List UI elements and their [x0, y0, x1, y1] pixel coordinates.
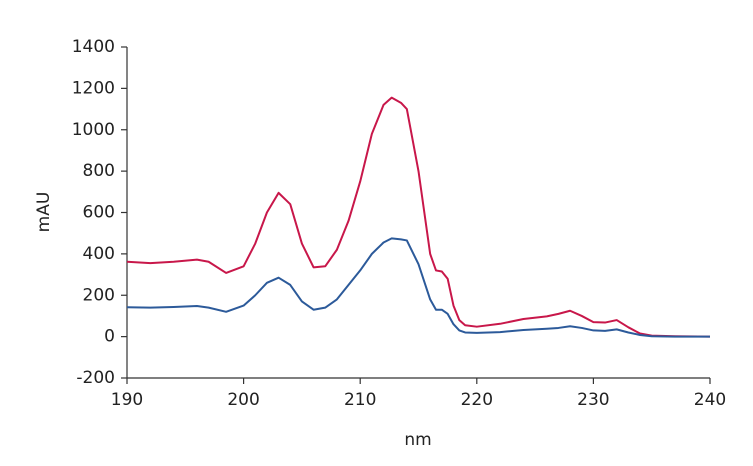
y-tick-label: 200 — [83, 285, 115, 305]
x-tick-label: 240 — [694, 390, 726, 410]
y-tick-label: 1400 — [72, 37, 115, 57]
x-tick-label: 210 — [344, 390, 376, 410]
series-line — [126, 96, 711, 338]
x-tick-label: 230 — [577, 390, 609, 410]
x-tick-label: 190 — [111, 390, 143, 410]
x-axis-label: nm — [404, 430, 431, 450]
y-tick-label: 0 — [104, 327, 115, 347]
y-tick-label: -200 — [76, 368, 115, 388]
x-tick-label: 220 — [461, 390, 493, 410]
y-tick-label: 800 — [83, 161, 115, 181]
y-axis-label: mAU — [34, 192, 54, 233]
series-line — [126, 237, 710, 338]
x-tick-label: 200 — [227, 390, 259, 410]
y-tick-label: 600 — [83, 203, 115, 223]
y-tick-label: 1000 — [72, 120, 115, 140]
y-tick-label: 1200 — [72, 78, 115, 98]
y-tick-label: 400 — [83, 244, 115, 264]
